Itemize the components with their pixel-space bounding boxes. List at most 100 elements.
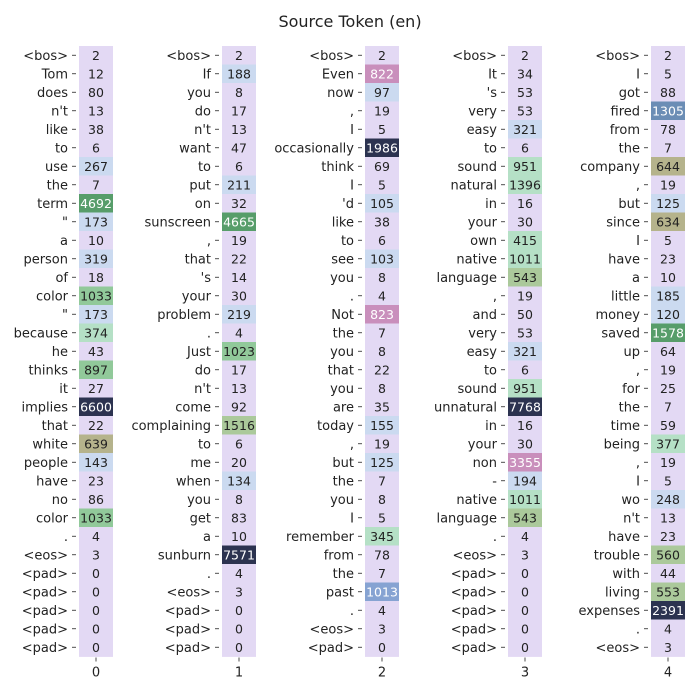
token-label: do — [195, 104, 211, 119]
cell-value-label: 3 — [235, 584, 243, 599]
token-label: <bos> — [452, 49, 497, 64]
heatmap-cell — [508, 231, 542, 250]
cell-value-label: 3355 — [509, 455, 541, 470]
cell-value-label: 78 — [374, 547, 390, 562]
heatmap-cell — [79, 212, 113, 232]
token-label: , — [636, 363, 640, 378]
heatmap-cell — [222, 194, 256, 213]
cell-value-label: 377 — [656, 436, 680, 451]
heatmap-cell — [651, 434, 685, 454]
heatmap-cell — [79, 231, 113, 250]
token-label: <bos> — [166, 49, 211, 64]
cell-value-label: 53 — [517, 325, 533, 340]
cell-value-label: 1023 — [223, 344, 255, 359]
heatmap-cell — [79, 453, 113, 472]
heatmap-cell — [222, 545, 256, 565]
token-label: white — [32, 437, 68, 452]
token-label: , — [636, 178, 640, 193]
token-label: sound — [458, 382, 497, 397]
token-label: little — [611, 289, 640, 304]
cell-value-label: 7 — [664, 399, 672, 414]
heatmap-cell — [222, 138, 256, 158]
cell-value-label: 3 — [92, 547, 100, 562]
heatmap-cell — [365, 490, 399, 509]
token-label: sunscreen — [145, 215, 211, 230]
heatmap-cell — [79, 545, 113, 565]
heatmap-cell — [508, 490, 542, 509]
token-label: I — [350, 178, 354, 193]
heatmap-cell — [365, 471, 399, 491]
token-label: <eos> — [452, 548, 497, 563]
heatmap-cell — [508, 268, 542, 287]
cell-value-label: 644 — [656, 159, 680, 174]
cell-value-label: 23 — [660, 529, 676, 544]
token-label: fired — [611, 104, 641, 119]
cell-value-label: 2 — [521, 48, 529, 63]
heatmap-cell — [365, 64, 399, 84]
token-label: problem — [157, 308, 211, 323]
token-label: term — [37, 197, 68, 212]
heatmap-cell — [365, 379, 399, 398]
heatmap-cell — [651, 582, 685, 602]
heatmap-cell — [508, 434, 542, 454]
cell-value-label: 23 — [660, 251, 676, 266]
token-label: with — [612, 567, 640, 582]
cell-value-label: 44 — [660, 566, 676, 581]
heatmap-cell — [651, 64, 685, 84]
token-label: are — [333, 400, 354, 415]
heatmap-cell — [365, 249, 399, 269]
cell-value-label: 134 — [227, 473, 251, 488]
heatmap-cell — [651, 194, 685, 213]
token-label: 'd — [342, 197, 354, 212]
token-label: sunburn — [158, 548, 211, 563]
heatmap-cell — [365, 212, 399, 232]
heatmap-cell — [651, 601, 685, 620]
heatmap-cell — [365, 638, 399, 657]
cell-value-label: 17 — [231, 103, 247, 118]
cell-value-label: 6 — [235, 436, 243, 451]
cell-value-label: 321 — [513, 344, 537, 359]
heatmap-cell — [508, 545, 542, 565]
token-label: <eos> — [166, 585, 211, 600]
cell-value-label: 19 — [660, 177, 676, 192]
token-label: <pad> — [451, 604, 497, 619]
heatmap-cell — [365, 231, 399, 250]
cell-value-label: 4 — [521, 529, 529, 544]
token-label: saved — [601, 326, 640, 341]
token-label: <pad> — [22, 604, 68, 619]
heatmap-cells: 2128013386267746921731031918103317337443… — [79, 46, 685, 657]
cell-value-label: 59 — [660, 418, 676, 433]
heatmap-cell — [79, 601, 113, 620]
heatmap-cell — [222, 212, 256, 232]
token-label: non — [473, 456, 497, 471]
heatmap-cell — [508, 638, 542, 657]
token-label: see — [331, 252, 354, 267]
cell-value-label: 7768 — [509, 399, 541, 414]
token-label: language — [436, 511, 497, 526]
token-label: your — [182, 289, 212, 304]
heatmap-cell — [651, 212, 685, 232]
heatmap-cell — [79, 619, 113, 639]
token-label: , — [636, 456, 640, 471]
cell-value-label: 7 — [92, 177, 100, 192]
cell-value-label: 16 — [517, 418, 533, 433]
cell-value-label: 6 — [235, 159, 243, 174]
heatmap-cell — [222, 101, 256, 121]
heatmap-cell — [365, 508, 399, 528]
heatmap-cell — [79, 46, 113, 65]
token-label: It — [488, 67, 497, 82]
cell-value-label: 188 — [227, 66, 251, 81]
token-label: to — [198, 437, 211, 452]
token-label: natural — [451, 178, 497, 193]
heatmap-cell — [79, 138, 113, 158]
heatmap-cell — [651, 305, 685, 324]
token-label: you — [187, 86, 211, 101]
heatmap-cell — [508, 120, 542, 139]
heatmap-cell — [222, 360, 256, 380]
token-label: up — [624, 345, 641, 360]
token-label: the — [619, 141, 640, 156]
heatmap-cell — [365, 323, 399, 343]
heatmap-cell — [365, 268, 399, 287]
token-label: does — [37, 86, 68, 101]
token-label: n't — [623, 511, 640, 526]
